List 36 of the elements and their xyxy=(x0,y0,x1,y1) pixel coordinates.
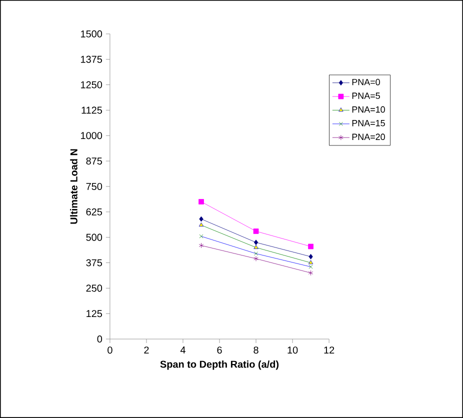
y-tick-label: 1125 xyxy=(82,106,102,114)
x-tick-label: 8 xyxy=(254,346,258,354)
legend-label: PNA=20 xyxy=(352,134,385,140)
x-tick-label: 0 xyxy=(108,346,112,354)
legend-label: PNA=15 xyxy=(352,120,385,126)
point xyxy=(199,216,204,222)
x-tick-label: 6 xyxy=(217,346,222,354)
y-tick-label: 375 xyxy=(86,259,102,266)
y-axis-title: Ultimate Load N xyxy=(70,149,78,224)
y-tick-label: 1500 xyxy=(81,30,102,38)
x-tick-label: 4 xyxy=(180,346,186,354)
legend-label: PNA=10 xyxy=(352,106,385,113)
y-tick-label: 625 xyxy=(86,208,102,216)
point xyxy=(254,256,258,262)
x-tick-label: 2 xyxy=(144,346,149,354)
point xyxy=(254,240,258,246)
point xyxy=(253,228,259,234)
point xyxy=(308,244,314,250)
legend-label: PNA=0 xyxy=(352,78,380,86)
y-tick-label: 1250 xyxy=(81,81,102,88)
point xyxy=(308,270,314,276)
point xyxy=(308,254,313,260)
y-tick-label: 875 xyxy=(86,158,102,165)
x-axis-title: Span to Depth Ratio (a/d) xyxy=(160,360,279,370)
x-tick-label: 12 xyxy=(324,346,334,354)
legend-label: PNA=5 xyxy=(352,92,380,99)
y-tick-label: 750 xyxy=(86,182,102,190)
y-tick-label: 0 xyxy=(97,336,102,343)
point xyxy=(198,242,204,248)
y-tick-label: 500 xyxy=(86,234,102,241)
y-tick-label: 1375 xyxy=(81,56,102,63)
x-tick-label: 10 xyxy=(288,346,298,354)
point xyxy=(198,199,204,204)
y-tick-label: 125 xyxy=(86,310,102,318)
y-tick-label: 250 xyxy=(86,284,102,292)
y-tick-label: 1000 xyxy=(81,132,102,140)
